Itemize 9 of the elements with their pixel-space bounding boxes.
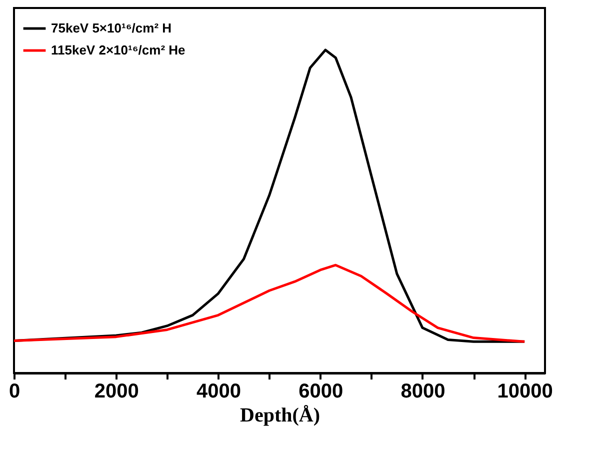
x-tick-label: 4000 (196, 380, 241, 402)
x-axis-title: Depth(Å) (240, 404, 320, 426)
legend-label: 75keV 5×10¹⁶/cm² H (51, 20, 172, 36)
x-tick-label: 2000 (94, 380, 139, 402)
legend-label: 115keV 2×10¹⁶/cm² He (51, 42, 186, 58)
x-tick-label: 8000 (400, 380, 446, 402)
x-tick-label: 10000 (497, 380, 553, 402)
x-tick-label: 6000 (298, 380, 344, 402)
x-tick-label: 0 (8, 380, 20, 402)
